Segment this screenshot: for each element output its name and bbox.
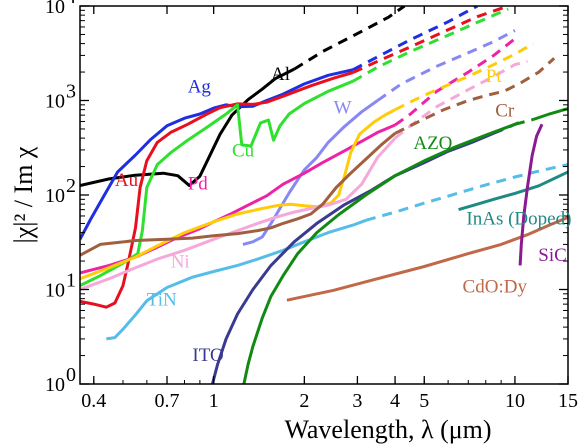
y-tick-label: 10 bbox=[45, 374, 65, 396]
series-label-ito: ITO bbox=[192, 345, 223, 366]
x-tick-label: 0.7 bbox=[155, 390, 180, 412]
series-dashed-cr bbox=[394, 57, 556, 135]
x-axis-title: Wavelength, λ (μm) bbox=[284, 415, 491, 444]
series-line-tin bbox=[106, 218, 367, 341]
series-line-cr bbox=[80, 132, 397, 257]
series-line-azo bbox=[242, 122, 516, 384]
y-tick-exponent: 2 bbox=[66, 175, 76, 197]
x-tick-label: 15 bbox=[558, 390, 578, 412]
series-label-ag: Ag bbox=[188, 76, 212, 97]
series-line-inas-doped bbox=[458, 170, 568, 212]
series-label-cu: Cu bbox=[232, 141, 255, 162]
series-label-ni: Ni bbox=[171, 252, 190, 273]
series-dashed-pt bbox=[394, 42, 534, 112]
axes-layer: 0.40.7123451015100101102103104 bbox=[45, 0, 578, 412]
series-line-end-azo bbox=[532, 107, 568, 121]
series-dashed-w bbox=[376, 29, 516, 102]
series-label-au: Au bbox=[115, 170, 139, 191]
series-dashed-ag bbox=[352, 6, 479, 72]
series-dashed-pd bbox=[394, 37, 516, 127]
x-tick-label: 5 bbox=[419, 390, 429, 412]
y-tick-exponent: 1 bbox=[66, 270, 76, 292]
series-line-al bbox=[80, 67, 295, 187]
series-dashed-tin bbox=[365, 163, 568, 222]
series-label-cdo-dy: CdO:Dy bbox=[463, 276, 528, 297]
series-label-azo: AZO bbox=[413, 133, 452, 154]
y-tick-label: 10 bbox=[45, 0, 65, 18]
y-tick-exponent: 3 bbox=[66, 81, 76, 103]
series-dashed-cu bbox=[352, 7, 509, 83]
y-tick-exponent: 0 bbox=[66, 364, 76, 386]
x-tick-label: 10 bbox=[505, 390, 525, 412]
series-dashed-al bbox=[293, 6, 406, 71]
series-label-w: W bbox=[334, 97, 352, 118]
series-line-ag bbox=[80, 68, 354, 241]
series-label-al: Al bbox=[271, 64, 290, 85]
x-tick-label: 1 bbox=[209, 390, 219, 412]
series-layer bbox=[80, 6, 568, 384]
y-axis-title: |χ|² / Im χ bbox=[9, 146, 38, 243]
series-label-cr: Cr bbox=[495, 100, 515, 121]
series-line-au bbox=[80, 71, 354, 309]
y-tick-exponent: 4 bbox=[66, 0, 76, 8]
x-tick-label: 0.4 bbox=[81, 390, 106, 412]
x-tick-label: 2 bbox=[299, 390, 309, 412]
series-dashed-azo bbox=[514, 118, 534, 126]
x-tick-label: 4 bbox=[390, 390, 400, 412]
series-line-cdo-dy bbox=[286, 216, 568, 302]
series-labels: Al Ag Au Cu W Pd Pt Ni Cr TiN ITO AZO InAs (Doped) Cd… bbox=[115, 64, 572, 366]
x-tick-label: 3 bbox=[352, 390, 362, 412]
y-tick-label: 10 bbox=[45, 185, 65, 207]
series-label-tin: TiN bbox=[147, 289, 177, 310]
series-label-inas-doped: InAs (Doped) bbox=[466, 208, 571, 229]
series-line-sic bbox=[518, 123, 544, 266]
series-label-pd: Pd bbox=[188, 173, 209, 194]
series-line-cu bbox=[80, 79, 354, 287]
y-tick-label: 10 bbox=[45, 280, 65, 302]
y-tick-label: 10 bbox=[45, 91, 65, 113]
series-label-pt: Pt bbox=[486, 66, 503, 87]
series-dashed-au bbox=[352, 6, 509, 74]
series-line-ni bbox=[80, 137, 397, 291]
series-line-w bbox=[242, 99, 379, 246]
series-label-sic: SiC bbox=[538, 245, 567, 266]
series-line-pt bbox=[80, 108, 396, 281]
